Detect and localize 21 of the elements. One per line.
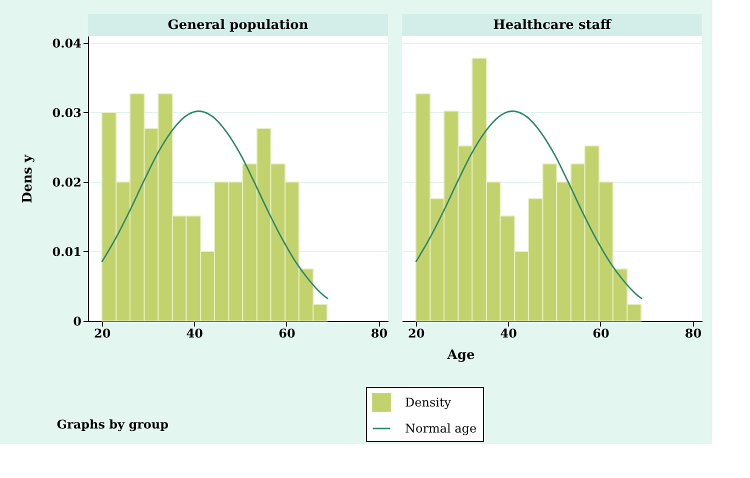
y-tick-label: 0.02 bbox=[52, 175, 82, 190]
legend-label: Normal age bbox=[405, 422, 477, 436]
x-tick-label: 80 bbox=[684, 326, 702, 340]
y-axis-title: Dens y bbox=[20, 154, 36, 204]
x-tick-label: 20 bbox=[94, 326, 111, 340]
x-tick-label: 40 bbox=[500, 326, 518, 340]
legend-label: Density bbox=[405, 396, 452, 410]
x-tick-label: 40 bbox=[186, 326, 204, 340]
chart-title: Healthcare staff bbox=[493, 18, 612, 33]
y-tick-label: 0.04 bbox=[52, 36, 82, 50]
x-tick-label: 20 bbox=[408, 326, 425, 340]
text: Graphs by group bbox=[56, 418, 169, 432]
line-series bbox=[101, 110, 329, 300]
x-axis-title: Age bbox=[446, 348, 475, 363]
x-tick-label: 80 bbox=[370, 326, 388, 340]
chart-title: General population bbox=[168, 18, 309, 33]
x-tick-label: 60 bbox=[592, 326, 610, 340]
y-tick-label: 0.01 bbox=[52, 244, 82, 259]
y-tick-label: 0 bbox=[73, 314, 82, 328]
y-tick-label: 0.03 bbox=[52, 106, 82, 120]
x-tick-label: 60 bbox=[278, 326, 296, 340]
